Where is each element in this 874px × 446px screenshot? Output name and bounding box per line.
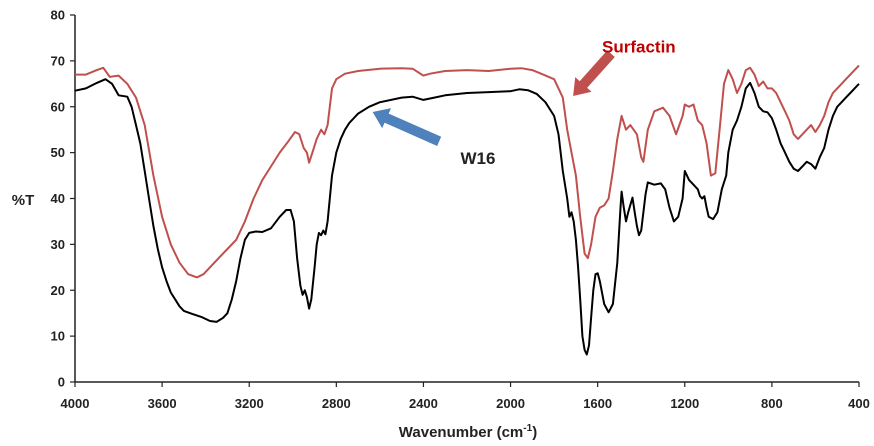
x-tick-label: 1200 bbox=[670, 396, 699, 411]
x-axis-title: Wavenumber (cm-1) bbox=[399, 423, 537, 441]
x-axis-title-tail: ) bbox=[532, 424, 537, 441]
annotation-arrow-surfactin bbox=[573, 50, 615, 96]
y-tick-label: 70 bbox=[51, 53, 65, 68]
x-axis-title-superscript: -1 bbox=[523, 423, 532, 434]
x-tick-label: 3600 bbox=[148, 396, 177, 411]
series-line-w16 bbox=[74, 78, 860, 356]
x-tick-label: 2800 bbox=[322, 396, 351, 411]
x-tick-label: 400 bbox=[848, 396, 870, 411]
annotation-label-w16: W16 bbox=[460, 149, 495, 168]
series-line-surfactin bbox=[75, 64, 860, 279]
y-tick-label: 50 bbox=[51, 145, 65, 160]
y-tick-label: 40 bbox=[51, 191, 65, 206]
x-tick-label: 2000 bbox=[496, 396, 525, 411]
x-tick-label: 800 bbox=[761, 396, 783, 411]
y-tick-label: 30 bbox=[51, 237, 65, 252]
y-tick-label: 80 bbox=[51, 8, 65, 23]
y-tick-label: 10 bbox=[51, 329, 65, 344]
y-tick-label: 60 bbox=[51, 99, 65, 114]
x-ticks: 4000 3600 3200 2800 2400 2000 1600 1200 800 400 bbox=[61, 382, 870, 411]
y-tick-label: 20 bbox=[51, 283, 65, 298]
series-group bbox=[74, 64, 860, 356]
y-axis-title: %T bbox=[12, 192, 35, 209]
x-tick-label: 3200 bbox=[235, 396, 264, 411]
y-ticks: 0 10 20 30 40 50 60 70 80 bbox=[51, 8, 75, 390]
y-tick-label: 0 bbox=[58, 375, 65, 390]
x-tick-label: 1600 bbox=[583, 396, 612, 411]
annotations-group: Surfactin W16 bbox=[372, 38, 676, 168]
annotation-label-surfactin: Surfactin bbox=[602, 38, 676, 57]
x-axis-title-main: Wavenumber (cm bbox=[399, 424, 523, 441]
x-tick-label: 2400 bbox=[409, 396, 438, 411]
x-tick-label: 4000 bbox=[61, 396, 90, 411]
annotation-arrow-w16 bbox=[372, 108, 442, 146]
